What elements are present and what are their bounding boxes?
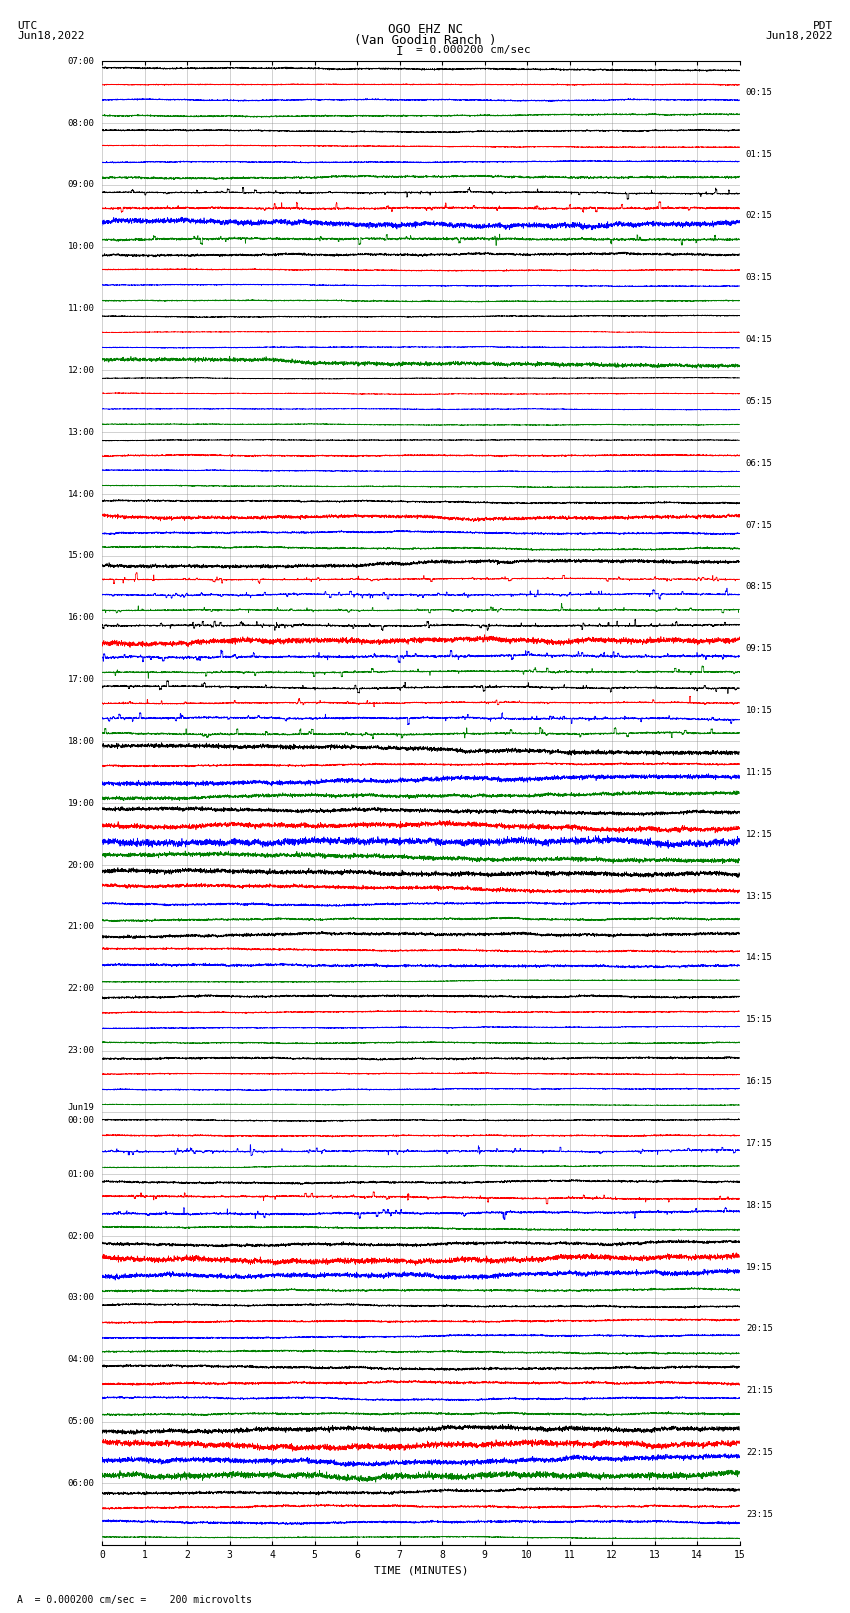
Text: (Van Goodin Ranch ): (Van Goodin Ranch ) [354, 34, 496, 47]
Text: 10:15: 10:15 [746, 706, 773, 715]
Text: 21:00: 21:00 [67, 923, 94, 931]
Text: 12:15: 12:15 [746, 829, 773, 839]
Text: 07:15: 07:15 [746, 521, 773, 529]
Text: 05:00: 05:00 [67, 1418, 94, 1426]
Text: A  = 0.000200 cm/sec =    200 microvolts: A = 0.000200 cm/sec = 200 microvolts [17, 1595, 252, 1605]
Text: 15:00: 15:00 [67, 552, 94, 560]
Text: 12:00: 12:00 [67, 366, 94, 374]
Text: = 0.000200 cm/sec: = 0.000200 cm/sec [416, 45, 531, 55]
Text: 06:00: 06:00 [67, 1479, 94, 1487]
Text: Jun18,2022: Jun18,2022 [17, 31, 84, 40]
Text: 01:00: 01:00 [67, 1169, 94, 1179]
Text: 17:15: 17:15 [746, 1139, 773, 1148]
Text: 21:15: 21:15 [746, 1386, 773, 1395]
Text: 13:00: 13:00 [67, 427, 94, 437]
Text: 16:15: 16:15 [746, 1077, 773, 1086]
Text: 04:00: 04:00 [67, 1355, 94, 1365]
Text: 19:00: 19:00 [67, 798, 94, 808]
Text: 23:00: 23:00 [67, 1047, 94, 1055]
Text: Jun19: Jun19 [67, 1103, 94, 1113]
Text: 03:00: 03:00 [67, 1294, 94, 1302]
Text: 19:15: 19:15 [746, 1263, 773, 1271]
Text: 00:15: 00:15 [746, 87, 773, 97]
Text: 09:00: 09:00 [67, 181, 94, 189]
Text: 11:00: 11:00 [67, 305, 94, 313]
Text: 20:00: 20:00 [67, 861, 94, 869]
Text: 10:00: 10:00 [67, 242, 94, 252]
X-axis label: TIME (MINUTES): TIME (MINUTES) [373, 1566, 468, 1576]
Text: 17:00: 17:00 [67, 676, 94, 684]
Text: UTC: UTC [17, 21, 37, 31]
Text: 14:15: 14:15 [746, 953, 773, 963]
Text: 05:15: 05:15 [746, 397, 773, 406]
Text: 15:15: 15:15 [746, 1015, 773, 1024]
Text: 08:00: 08:00 [67, 119, 94, 127]
Text: 11:15: 11:15 [746, 768, 773, 777]
Text: 04:15: 04:15 [746, 336, 773, 344]
Text: 09:15: 09:15 [746, 644, 773, 653]
Text: 18:00: 18:00 [67, 737, 94, 745]
Text: 03:15: 03:15 [746, 273, 773, 282]
Text: 06:15: 06:15 [746, 458, 773, 468]
Text: 20:15: 20:15 [746, 1324, 773, 1334]
Text: 00:00: 00:00 [67, 1116, 94, 1124]
Text: 16:00: 16:00 [67, 613, 94, 623]
Text: Jun18,2022: Jun18,2022 [766, 31, 833, 40]
Text: 18:15: 18:15 [746, 1200, 773, 1210]
Text: OGO EHZ NC: OGO EHZ NC [388, 23, 462, 35]
Text: PDT: PDT [813, 21, 833, 31]
Text: 01:15: 01:15 [746, 150, 773, 158]
Text: 13:15: 13:15 [746, 892, 773, 900]
Text: 22:00: 22:00 [67, 984, 94, 994]
Text: I: I [396, 45, 403, 58]
Text: 14:00: 14:00 [67, 490, 94, 498]
Text: 07:00: 07:00 [67, 56, 94, 66]
Text: 08:15: 08:15 [746, 582, 773, 592]
Text: 23:15: 23:15 [746, 1510, 773, 1519]
Text: 22:15: 22:15 [746, 1448, 773, 1457]
Text: 02:00: 02:00 [67, 1232, 94, 1240]
Text: 02:15: 02:15 [746, 211, 773, 221]
